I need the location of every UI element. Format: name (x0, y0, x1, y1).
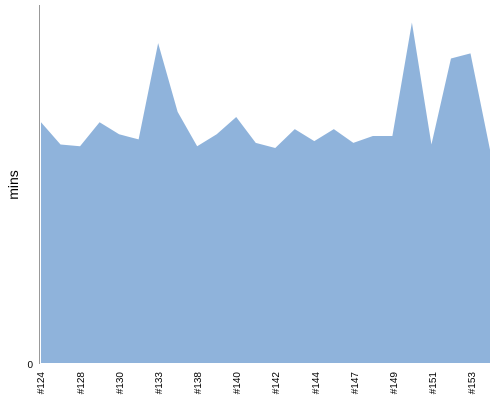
x-tick-label: #142 (271, 372, 282, 395)
area-series (41, 22, 490, 363)
x-tick-label: #138 (193, 372, 204, 395)
x-tick-label: #149 (389, 372, 400, 395)
x-tick-label: #153 (467, 372, 478, 395)
x-tick-label: #151 (428, 372, 439, 395)
x-tick-label: #124 (36, 372, 47, 395)
x-tick-label: #147 (350, 372, 361, 395)
y-axis-label: mins (5, 170, 21, 200)
x-tick-label: #133 (154, 372, 165, 395)
x-tick-label: #144 (311, 372, 322, 395)
y-tick-label: 0 (27, 360, 33, 371)
x-axis-tick-labels: #124 #128 #130 #133 #138 #140 #142 #144 #147 #149… (36, 372, 478, 395)
plot-area (41, 22, 490, 363)
x-tick-label: #140 (232, 372, 243, 395)
x-tick-label: #128 (76, 372, 87, 395)
x-tick-label: #130 (115, 372, 126, 395)
